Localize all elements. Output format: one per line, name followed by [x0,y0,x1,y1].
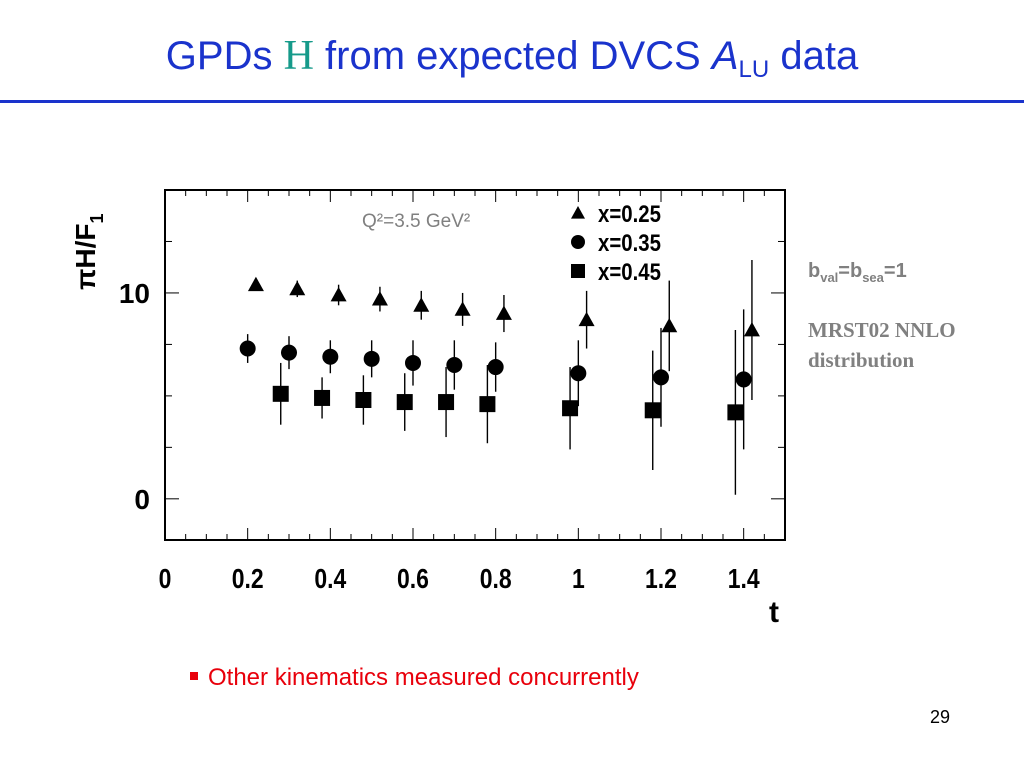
data-point-circle [281,344,297,361]
data-point-triangle [289,280,306,296]
x-tick-label: 0.8 [480,564,512,595]
legend-marker-circle [571,235,585,249]
data-point-circle [446,357,463,373]
legend-label: x=0.25 [598,200,661,227]
data-point-triangle [495,305,512,320]
title-asymmetry-subscript: LU [738,56,770,83]
plot-frame [164,189,786,541]
data-point-triangle [247,276,264,292]
title-middle: from expected DVCS [313,34,712,78]
model-note: bval=bsea=1 MRST02 NNLO distribution [808,260,1018,375]
data-point-square [562,400,579,417]
impact-parameter-label: bval=bsea=1 [808,260,907,285]
title-asymmetry-symbol: A [711,34,739,78]
data-point-square [272,385,289,402]
x-tick-label: 0 [159,564,172,595]
title-underline [0,100,1024,103]
x-tick-label: 1.4 [728,564,761,595]
data-point-square [644,402,661,419]
y-tick-label: 10 [119,278,150,309]
data-point-square [355,392,372,408]
data-point-circle [735,371,752,388]
title-gpd-symbol: H [283,33,314,79]
title-suffix: data [769,34,859,78]
pdf-model-label: MRST02 NNLO distribution [808,315,1018,375]
bullet-point: Other kinematics measured concurrently [190,664,639,692]
y-tick-label: 0 [134,484,150,515]
x-tick-label: 0.4 [314,564,347,595]
data-point-square [438,394,455,411]
data-point-triangle [330,287,347,302]
data-point-circle [239,340,256,357]
model-line-2: distribution [808,348,915,372]
data-point-triangle [661,317,678,333]
data-point-square [479,396,496,413]
title-prefix: GPDs [165,34,284,78]
data-point-circle [653,369,669,386]
data-point-triangle [454,301,471,316]
bullet-text: Other kinematics measured concurrently [208,664,639,691]
slide-title: GPDs H from expected DVCS ALU data [0,32,1024,84]
data-point-triangle [743,322,760,337]
data-point-circle [570,365,587,382]
data-point-circle [405,354,421,371]
legend-label: x=0.35 [598,229,661,256]
x-axis-label: t [769,596,779,629]
data-point-triangle [413,297,430,312]
x-tick-label: 0.2 [232,564,264,595]
model-line-1: MRST02 NNLO [808,318,956,342]
x-tick-label: 1.2 [645,564,677,595]
data-point-square [314,389,331,406]
legend-marker-square [571,264,585,278]
legend-marker-triangle [571,206,585,219]
legend-label: x=0.45 [598,258,661,285]
bullet-square-icon [190,672,198,680]
data-point-triangle [578,311,595,327]
page-number: 29 [930,707,951,727]
q2-annotation: Q²=3.5 GeV² [362,211,470,232]
x-tick-label: 1 [572,564,585,595]
x-tick-label: 0.6 [397,564,429,595]
data-point-square [396,394,413,411]
data-point-circle [322,348,339,365]
data-point-circle [363,350,380,367]
data-point-circle [487,359,504,376]
data-point-triangle [371,291,388,306]
y-axis-label: πH/F1 [70,213,107,290]
data-point-square [727,404,744,421]
